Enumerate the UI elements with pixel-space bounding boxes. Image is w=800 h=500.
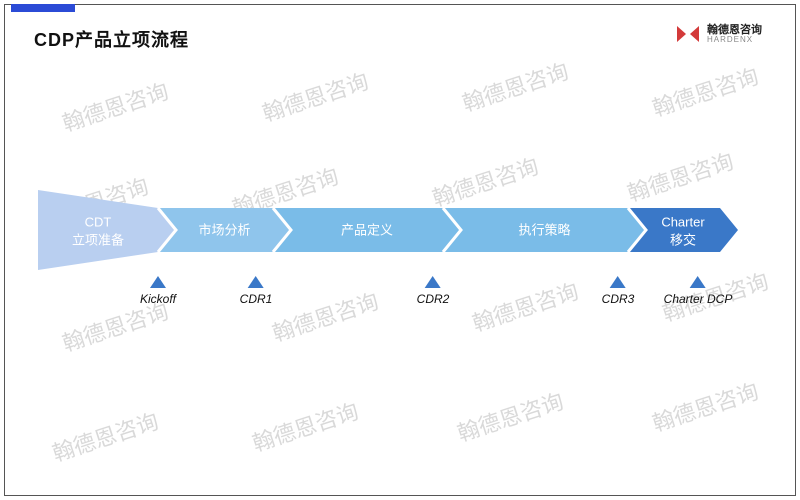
stage-label: 执行策略: [518, 222, 570, 237]
stage-label: 立项准备: [72, 232, 124, 247]
brand-logo: 翰德恩咨询 HARDENX: [677, 24, 762, 45]
milestone-triangle-icon: [690, 276, 706, 288]
logo-text-en: HARDENX: [707, 36, 762, 45]
milestone-triangle-icon: [248, 276, 264, 288]
milestone-cdr2: CDR2: [417, 276, 450, 306]
milestone-label: Charter DCP: [664, 292, 733, 306]
page-title: CDP产品立项流程: [34, 26, 189, 52]
logo-mark-icon: [677, 26, 699, 42]
milestone-label: CDR3: [602, 292, 635, 306]
process-flow-diagram: CDT 立项准备 市场分析 产品定义 执行策略 Charter 移交: [38, 190, 758, 270]
stage-label: Charter: [661, 214, 705, 229]
milestone-cdr3: CDR3: [602, 276, 635, 306]
milestone-kickoff: Kickoff: [140, 276, 176, 306]
stage-label: 市场分析: [198, 222, 250, 237]
milestone-label: CDR1: [240, 292, 273, 306]
milestone-triangle-icon: [610, 276, 626, 288]
slide-tab: [11, 4, 75, 12]
flow-stage-prep: [38, 190, 176, 270]
stage-label: 移交: [670, 232, 696, 247]
milestone-triangle-icon: [425, 276, 441, 288]
milestone-triangle-icon: [150, 276, 166, 288]
milestone-label: Kickoff: [140, 292, 176, 306]
stage-label: 产品定义: [341, 222, 393, 237]
milestone-charter-dcp: Charter DCP: [664, 276, 733, 306]
milestone-cdr1: CDR1: [240, 276, 273, 306]
milestone-markers: Kickoff CDR1 CDR2 CDR3 Charter DCP: [38, 276, 758, 316]
stage-label: CDT: [85, 214, 112, 229]
milestone-label: CDR2: [417, 292, 450, 306]
